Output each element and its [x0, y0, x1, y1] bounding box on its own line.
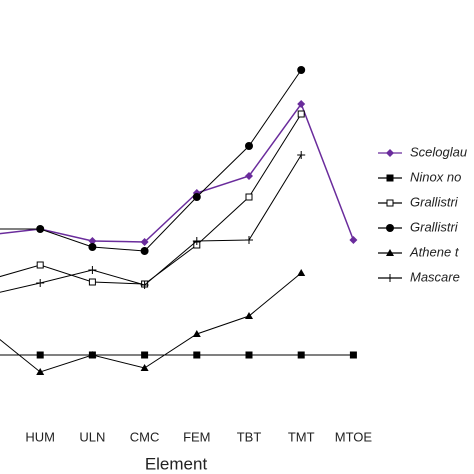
marker — [386, 274, 394, 282]
x-axis-label: Element — [145, 454, 208, 473]
x-tick-label: MTOE — [335, 429, 373, 444]
marker — [245, 193, 253, 201]
marker — [36, 279, 45, 287]
marker — [245, 236, 253, 244]
marker — [297, 151, 306, 159]
marker — [36, 351, 44, 359]
marker — [140, 238, 149, 246]
legend-label: Sceloglau — [410, 144, 467, 159]
marker — [386, 249, 394, 256]
x-tick-label: CMC — [130, 429, 160, 444]
marker — [386, 174, 394, 182]
marker — [297, 351, 305, 359]
marker — [88, 278, 96, 286]
marker — [349, 236, 358, 244]
x-tick-label: FEM — [183, 429, 210, 444]
series-line — [0, 113, 302, 285]
x-tick-label: ULN — [79, 429, 105, 444]
marker — [141, 351, 149, 359]
marker — [88, 237, 97, 245]
marker — [88, 266, 97, 274]
series-line — [0, 69, 302, 252]
legend-label: Athene t — [409, 244, 460, 259]
marker — [140, 364, 149, 371]
marker — [36, 225, 45, 233]
marker — [192, 193, 201, 201]
marker — [192, 330, 201, 337]
series-line — [0, 102, 355, 243]
marker — [297, 110, 305, 118]
marker — [349, 351, 357, 359]
marker — [36, 368, 45, 375]
marker — [245, 142, 253, 150]
marker — [245, 172, 253, 180]
legend-label: Grallistri — [410, 194, 459, 209]
marker — [297, 66, 306, 74]
series-line — [0, 154, 302, 293]
legend-label: Grallistri — [410, 219, 459, 234]
marker — [297, 100, 306, 108]
marker — [36, 261, 44, 269]
marker — [88, 243, 97, 251]
series-line — [0, 272, 302, 373]
marker — [386, 199, 394, 207]
legend-label: Ninox no — [410, 169, 461, 184]
marker — [193, 351, 201, 359]
marker — [245, 312, 253, 319]
marker — [245, 351, 253, 359]
marker — [192, 237, 201, 245]
marker — [140, 247, 149, 255]
marker — [88, 351, 97, 358]
x-tick-label: TMT — [288, 429, 315, 444]
x-tick-label: TBT — [237, 429, 262, 444]
marker — [297, 269, 306, 276]
legend-label: Mascare — [410, 269, 460, 284]
marker — [386, 149, 394, 157]
x-tick-label: HUM — [25, 429, 55, 444]
marker — [140, 281, 149, 289]
marker — [386, 224, 394, 232]
